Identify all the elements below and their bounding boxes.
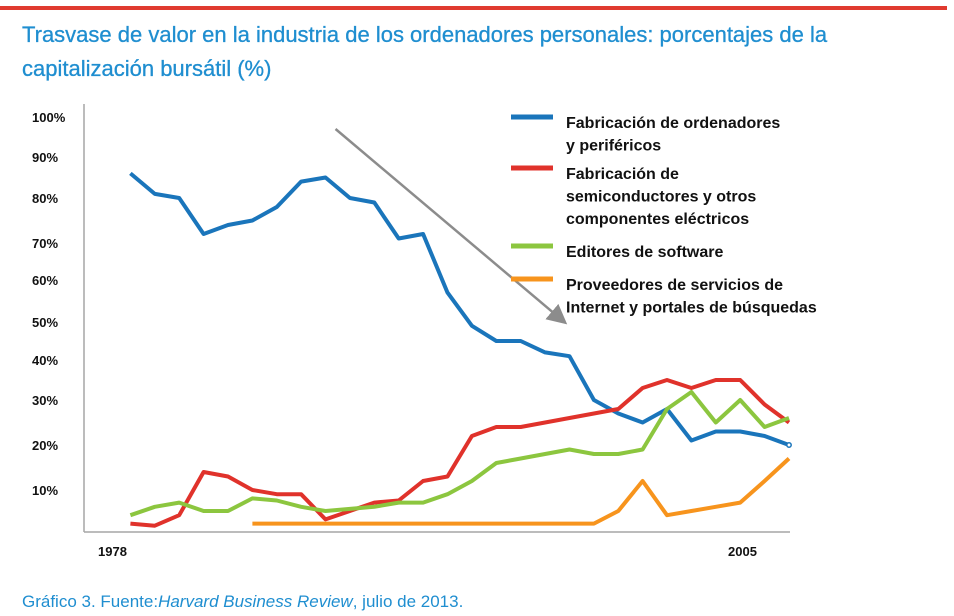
legend-label-line: Fabricación de bbox=[566, 166, 679, 183]
y-tick-label-40: 40% bbox=[32, 353, 58, 368]
legend-item-semiconductors: Fabricación de semiconductores y otros com… bbox=[511, 165, 756, 228]
legend-label-line: Editores de software bbox=[566, 244, 723, 261]
series-line-software bbox=[129, 390, 790, 518]
y-tick-label-90: 90% bbox=[32, 150, 58, 165]
line-chart: 100%90%80%70%60%50%40%30%20%10%1978 2005 … bbox=[32, 104, 817, 559]
y-tick-label-20: 20% bbox=[32, 438, 58, 453]
y-tick-label-60: 60% bbox=[32, 273, 58, 288]
y-tick-label-30: 30% bbox=[32, 393, 58, 408]
caption-prefix: Gráfico 3. Fuente: bbox=[22, 592, 159, 611]
x-tick-label-2005: 2005 bbox=[728, 544, 757, 559]
legend-label-line: semiconductores y otros bbox=[566, 189, 756, 206]
legend-label-line: Proveedores de servicios de bbox=[566, 277, 783, 294]
caption-suffix: , julio de 2013. bbox=[352, 592, 464, 611]
caption-source: Harvard Business Review bbox=[158, 592, 353, 611]
y-tick-label-100: 100% bbox=[32, 110, 66, 125]
legend-label-line: y periféricos bbox=[566, 138, 661, 155]
y-tick-label-80: 80% bbox=[32, 191, 58, 206]
legend-item-software: Editores de software bbox=[511, 243, 723, 261]
source-caption: Gráfico 3. Fuente:Harvard Business Revie… bbox=[22, 592, 463, 612]
top-rule bbox=[0, 6, 947, 10]
series-end-marker bbox=[786, 442, 792, 448]
legend-item-pc-hardware: Fabricación de ordenadores y periféricos bbox=[511, 114, 780, 155]
series-line-pc-hardware bbox=[129, 171, 790, 447]
y-tick-label-10: 10% bbox=[32, 483, 58, 498]
series-line-internet bbox=[252, 457, 791, 526]
legend-label-line: Fabricación de ordenadores bbox=[566, 115, 780, 132]
y-tick-label-70: 70% bbox=[32, 236, 58, 251]
y-tick-label-50: 50% bbox=[32, 315, 58, 330]
legend-label-line: Internet y portales de búsquedas bbox=[566, 300, 817, 317]
legend-item-internet: Proveedores de servicios de Internet y po… bbox=[511, 276, 817, 317]
trend-arrow-annotation bbox=[334, 128, 568, 325]
x-tick-label-1978: 1978 bbox=[98, 544, 127, 559]
series-line-semiconductors bbox=[130, 378, 791, 528]
chart-title: Trasvase de valor en la industria de los… bbox=[22, 22, 828, 81]
legend-label-line: componentes eléctricos bbox=[566, 211, 749, 228]
